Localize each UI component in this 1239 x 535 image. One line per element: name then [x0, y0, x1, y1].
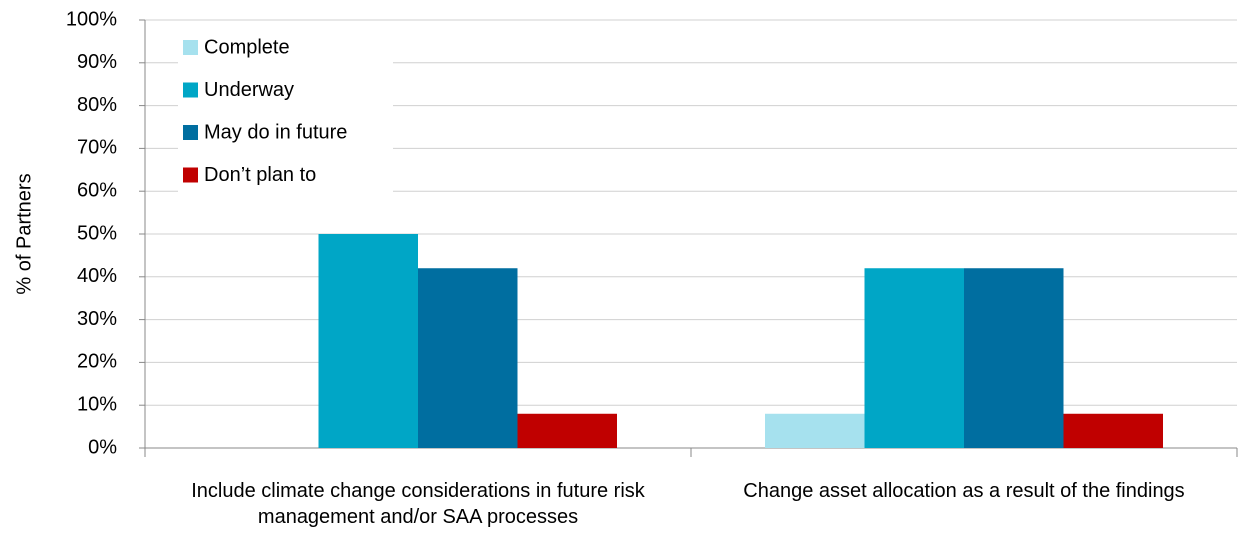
y-tick-label: 40%: [77, 265, 117, 287]
x-tick-label: Change asset allocation as a result of t…: [743, 480, 1185, 502]
y-tick-label: 20%: [77, 351, 117, 373]
legend-swatch: [183, 125, 198, 140]
bar: [1063, 413, 1163, 448]
bar: [765, 413, 865, 448]
legend-label: Complete: [204, 36, 290, 58]
bar: [517, 413, 617, 448]
y-tick-label: 30%: [77, 308, 117, 330]
y-tick-label: 90%: [77, 51, 117, 73]
legend-label: Don’t plan to: [204, 164, 316, 186]
y-tick-label: 100%: [66, 8, 117, 30]
y-tick-label: 10%: [77, 393, 117, 415]
y-tick-label: 60%: [77, 179, 117, 201]
legend-swatch: [183, 40, 198, 55]
x-tick-label: Include climate change considerations in…: [191, 480, 645, 528]
legend-swatch: [183, 167, 198, 183]
bar: [964, 268, 1064, 448]
legend-swatch: [183, 82, 198, 98]
legend-background: [178, 30, 393, 200]
y-axis-label: % of Partners: [13, 173, 35, 294]
y-tick-label: 80%: [77, 94, 117, 116]
bar: [318, 234, 418, 448]
legend-label: May do in future: [204, 121, 347, 143]
legend-label: Underway: [204, 79, 294, 101]
bar: [864, 268, 964, 448]
y-tick-label: 70%: [77, 137, 117, 159]
bar: [418, 268, 518, 448]
y-tick-label: 0%: [88, 436, 117, 458]
y-tick-label: 50%: [77, 222, 117, 244]
